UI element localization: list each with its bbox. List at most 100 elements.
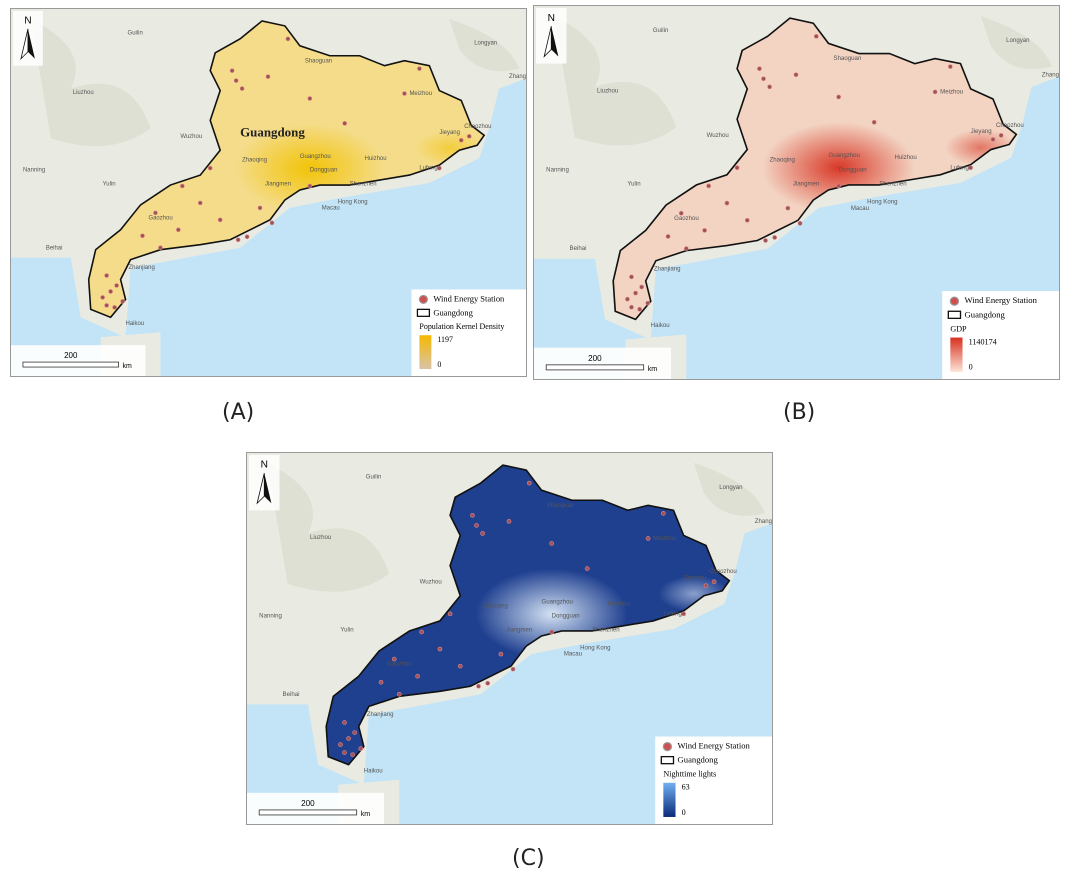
scale-unit: km xyxy=(648,365,658,373)
wind-station xyxy=(871,119,877,125)
city-label: Hong Kong xyxy=(580,646,610,652)
city-label: Jiangmen xyxy=(793,182,819,188)
city-label: Zhanjiang xyxy=(367,712,394,718)
wind-station xyxy=(968,165,973,171)
city-label: Shaoguan xyxy=(834,56,862,62)
wind-station xyxy=(498,651,504,657)
wind-station xyxy=(338,742,343,747)
wind-station xyxy=(244,234,250,240)
wind-station xyxy=(772,235,778,240)
wind-station xyxy=(836,94,841,100)
wind-station xyxy=(350,752,355,757)
wind-station xyxy=(269,220,275,226)
city-label: Chaozhou xyxy=(996,123,1024,129)
wind-station xyxy=(793,72,799,78)
scale-bar xyxy=(258,809,358,816)
wind-station xyxy=(645,300,651,306)
city-label: Lufeng xyxy=(663,611,682,617)
wind-station xyxy=(629,304,634,310)
city-label: Wuzhou xyxy=(707,133,729,139)
wind-station xyxy=(639,284,644,290)
city-label: Shaoguan xyxy=(305,58,332,64)
wind-station xyxy=(457,663,463,669)
legend-min: 0 xyxy=(969,363,973,372)
wind-station xyxy=(437,646,443,652)
wind-station xyxy=(104,303,109,308)
city-label: Hong Kong xyxy=(867,200,897,206)
city-label: Dongguan xyxy=(310,168,338,174)
wind-station xyxy=(549,541,554,546)
city-label: Chaozhou xyxy=(464,124,491,130)
city-label: Beihai xyxy=(570,246,587,252)
legend-boundary: Guangdong xyxy=(965,309,1006,319)
wind-station xyxy=(998,133,1004,138)
north-arrow xyxy=(543,26,552,58)
wind-station xyxy=(703,583,709,589)
scale-label: 200 xyxy=(588,354,602,363)
city-label: Dongguan xyxy=(552,613,580,619)
legend-ramp xyxy=(663,782,676,817)
wind-station xyxy=(112,305,117,310)
wind-station xyxy=(342,720,347,725)
wind-station xyxy=(476,683,481,689)
city-label: Meizhou xyxy=(653,536,676,542)
panel-label: (B) xyxy=(783,400,816,425)
city-label: Haikou xyxy=(126,321,145,327)
legend-station: Wind Energy Station xyxy=(433,293,505,303)
wind-station xyxy=(470,513,475,518)
wind-station xyxy=(744,217,750,223)
panel-label: (A) xyxy=(222,400,255,425)
city-label: Jieyang xyxy=(439,130,460,136)
wind-station xyxy=(108,289,113,294)
wind-station xyxy=(757,66,762,71)
wind-station xyxy=(437,165,442,171)
city-label: Huizhou xyxy=(607,601,629,607)
wind-station xyxy=(645,536,651,541)
wind-station xyxy=(678,210,684,216)
city-label: Guangzhou xyxy=(828,153,859,159)
wind-station xyxy=(342,121,347,126)
wind-station xyxy=(180,183,185,189)
guangdong-boundary xyxy=(325,464,731,766)
legend-boundary: Guangdong xyxy=(678,755,719,765)
wind-station xyxy=(346,736,351,741)
city-label: Wuzhou xyxy=(420,579,442,585)
scale-box xyxy=(534,347,672,379)
wind-station xyxy=(761,76,766,82)
city-label: Meizhou xyxy=(940,90,963,96)
legend-ramp-title: Nighttime lights xyxy=(663,770,716,779)
city-label: Zhaoqing xyxy=(242,158,267,164)
wind-station xyxy=(257,205,263,211)
city-label: Guangzhou xyxy=(300,154,331,160)
wind-station xyxy=(637,306,642,312)
wind-station xyxy=(584,566,590,571)
wind-station xyxy=(681,611,686,617)
wind-station xyxy=(836,183,841,189)
city-label: Huizhou xyxy=(894,155,916,161)
city-label: Zhaoqing xyxy=(770,157,795,163)
city-label: Shenzhen xyxy=(879,182,906,188)
city-label: Nanning xyxy=(546,167,569,173)
legend-station: Wind Energy Station xyxy=(678,741,751,751)
north-arrow xyxy=(20,28,29,60)
city-label: Nanning xyxy=(259,613,282,619)
scale-box xyxy=(11,345,146,376)
city-label: Macau xyxy=(564,652,582,658)
wind-station xyxy=(813,34,819,39)
city-label: Guilin xyxy=(128,30,143,36)
city-label: Zhaoqing xyxy=(483,603,508,609)
north-label: N xyxy=(548,13,555,24)
wind-station xyxy=(785,205,791,211)
wind-station xyxy=(378,679,384,685)
legend-station: Wind Energy Station xyxy=(965,295,1038,305)
map-panel: Guilin Shaoguan Longyan Zhangzhou Liuzhou Mei… xyxy=(533,5,1060,380)
wind-station xyxy=(307,96,313,101)
wind-station xyxy=(661,511,666,516)
city-label: Jiangmen xyxy=(506,628,532,634)
wind-station xyxy=(458,137,464,143)
city-label: Zhangzhou xyxy=(755,519,773,525)
wind-station xyxy=(474,523,479,528)
wind-station xyxy=(526,480,532,486)
wind-station xyxy=(417,66,422,71)
city-label: Lufeng xyxy=(419,166,437,172)
